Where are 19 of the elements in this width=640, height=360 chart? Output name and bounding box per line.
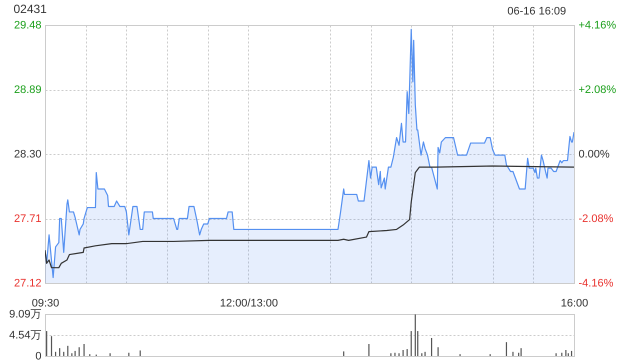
x-tick-label: 12:00/13:00 (220, 298, 278, 310)
y-tick-label: 28.89 (14, 84, 42, 96)
y-tick-label: 9.09万 (9, 308, 42, 320)
y-tick-label: 28.30 (14, 148, 42, 160)
y-tick-label: 0 (35, 350, 42, 360)
x-tick-label: 09:30 (32, 298, 60, 310)
y2-tick-label: +4.16% (578, 20, 616, 32)
y-tick-label: 4.54万 (9, 330, 42, 342)
y-tick-label: 27.71 (14, 213, 42, 225)
y-tick-label: 29.48 (14, 20, 42, 32)
line-series (45, 165, 574, 268)
y2-tick-label: 0.00% (578, 148, 610, 160)
chart-title: 02431 (13, 2, 48, 16)
x-tick-label: 16:00 (560, 298, 588, 310)
y2-tick-label: -2.08% (578, 213, 614, 225)
text: 06-16 16:09 (507, 6, 566, 18)
y-tick-label: 27.12 (14, 278, 42, 290)
y2-tick-label: -4.16% (578, 278, 614, 290)
y2-tick-label: +2.08% (578, 84, 616, 96)
